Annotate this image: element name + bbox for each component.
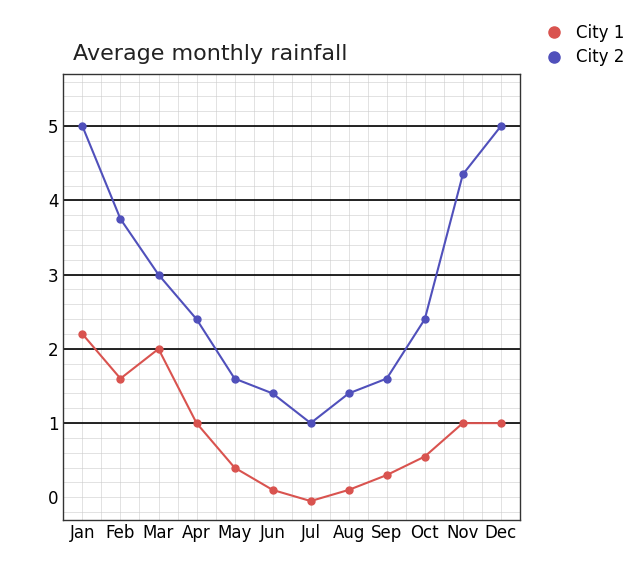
Text: Average monthly rainfall: Average monthly rainfall xyxy=(72,45,347,65)
Legend: City 1, City 2: City 1, City 2 xyxy=(531,17,631,73)
